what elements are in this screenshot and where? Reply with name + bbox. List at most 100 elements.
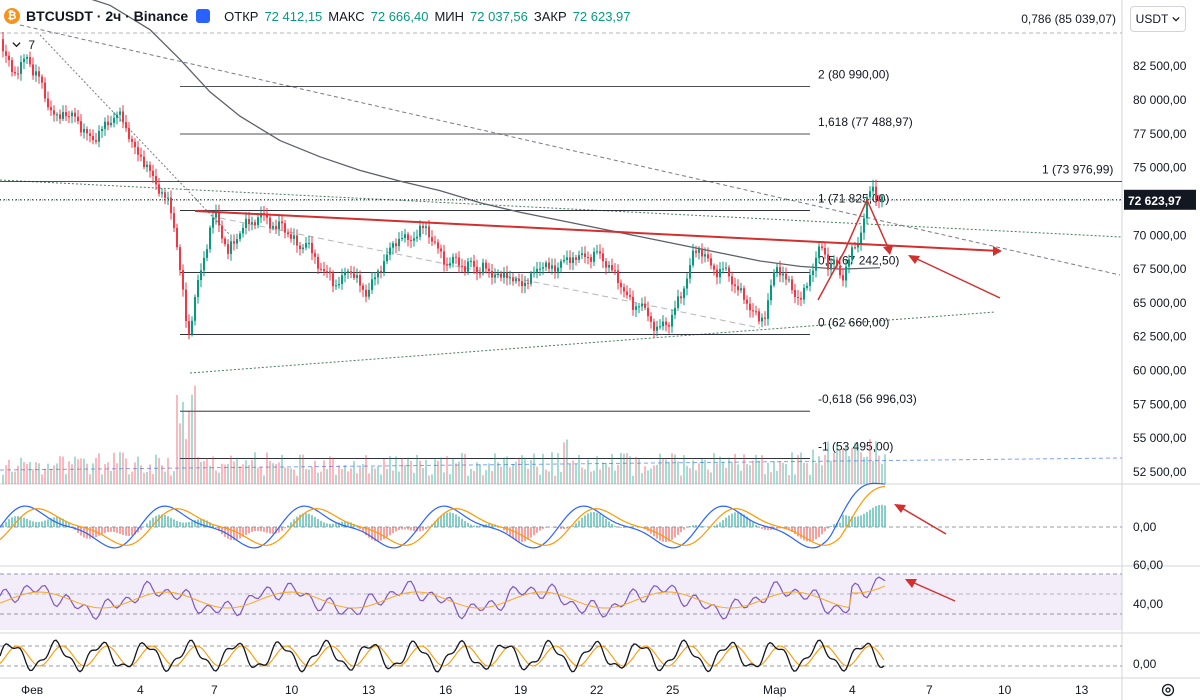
volume-bar xyxy=(335,474,337,484)
macd-bar xyxy=(152,517,154,527)
open-value: 72 412,15 xyxy=(264,8,323,24)
volume-bar xyxy=(53,465,55,484)
volume-bar xyxy=(428,475,430,484)
candle xyxy=(413,238,415,241)
volume-bar xyxy=(560,471,562,484)
volume-bar xyxy=(629,456,631,484)
candle xyxy=(650,316,652,322)
macd-bar xyxy=(188,521,190,527)
macd-bar xyxy=(104,527,106,533)
channel-line xyxy=(219,217,761,329)
macd-bar xyxy=(665,527,667,542)
candle xyxy=(410,239,412,241)
macd-bar xyxy=(206,520,208,527)
candle xyxy=(734,284,736,287)
macd-bar xyxy=(395,527,397,532)
macd-bar xyxy=(824,527,826,532)
volume-bar xyxy=(287,467,289,484)
arrow-head xyxy=(993,246,1002,256)
macd-bar xyxy=(623,527,625,528)
volume-bar xyxy=(377,466,379,484)
volume-bar xyxy=(191,394,193,484)
currency-button[interactable]: USDT xyxy=(1130,6,1186,32)
macd-bar xyxy=(749,519,751,527)
candle xyxy=(698,248,700,253)
candle xyxy=(167,197,169,199)
candle xyxy=(173,213,175,228)
symbol-title[interactable]: BTCUSDT · 2ч · Binance xyxy=(26,8,189,24)
volume-bar xyxy=(422,467,424,484)
volume-bar xyxy=(302,454,304,484)
macd-bar xyxy=(323,522,325,527)
volume-bar xyxy=(260,466,262,484)
macd-bar xyxy=(728,515,730,527)
macd-bar xyxy=(713,525,715,527)
macd-bar xyxy=(422,527,424,531)
macd-bar xyxy=(53,517,55,527)
gear-icon[interactable] xyxy=(1160,682,1176,698)
macd-bar xyxy=(743,514,745,527)
volume-bar xyxy=(20,457,22,484)
volume-bar xyxy=(89,474,91,484)
macd-bar xyxy=(257,527,259,531)
macd-bar xyxy=(575,523,577,527)
volume-bar xyxy=(98,453,100,484)
volume-bar xyxy=(866,456,868,484)
volume-bar xyxy=(842,448,844,484)
macd-bar xyxy=(770,527,772,531)
macd-bar xyxy=(305,513,307,527)
candle xyxy=(203,257,205,271)
indicators-toggle[interactable]: 7 xyxy=(12,38,35,52)
volume-bar xyxy=(779,461,781,484)
candle xyxy=(782,273,784,276)
volume-bar xyxy=(680,475,682,484)
macd-bar xyxy=(404,527,406,530)
candle xyxy=(404,234,406,239)
macd-bar xyxy=(233,527,235,541)
macd-bar xyxy=(101,527,103,535)
macd-bar xyxy=(407,527,409,530)
volume-bar xyxy=(794,474,796,484)
last-price-label: 72 623,97 xyxy=(1128,194,1182,208)
volume-bar xyxy=(659,453,661,484)
volume-bar xyxy=(167,458,169,484)
macd-bar xyxy=(176,520,178,527)
visibility-icon[interactable] xyxy=(196,9,211,23)
macd-bar xyxy=(425,527,427,530)
candle xyxy=(212,217,214,228)
bitcoin-icon: ₿ xyxy=(4,8,20,24)
candle xyxy=(308,242,310,244)
volume-bar xyxy=(608,467,610,484)
volume-bar xyxy=(158,458,160,484)
macd-bar xyxy=(572,525,574,527)
fib-level-label: -0,618 (56 996,03) xyxy=(818,392,917,406)
candle xyxy=(845,266,847,281)
candle xyxy=(236,239,238,244)
volume-bar xyxy=(485,470,487,484)
volume-bar xyxy=(272,463,274,484)
candle xyxy=(755,311,757,313)
macd-bar xyxy=(326,523,328,527)
candle xyxy=(746,299,748,304)
price-tick-label: 75 000,00 xyxy=(1133,161,1187,175)
macd-bar xyxy=(674,527,676,538)
candle xyxy=(440,248,442,252)
candle xyxy=(269,217,271,229)
candle xyxy=(56,114,58,116)
close-label: ЗАКР xyxy=(533,8,567,24)
macd-bar xyxy=(677,527,679,535)
candle xyxy=(185,289,187,322)
candle xyxy=(569,257,571,264)
volume-bar xyxy=(818,456,820,484)
arrow-head xyxy=(908,255,920,264)
candle xyxy=(332,273,334,287)
candle xyxy=(392,243,394,248)
volume-bar xyxy=(482,475,484,484)
candle xyxy=(653,321,655,331)
stoch-k-line xyxy=(0,639,885,673)
candle xyxy=(605,261,607,268)
candle xyxy=(146,164,148,168)
rising-support-line xyxy=(189,311,996,374)
candle xyxy=(482,262,484,274)
